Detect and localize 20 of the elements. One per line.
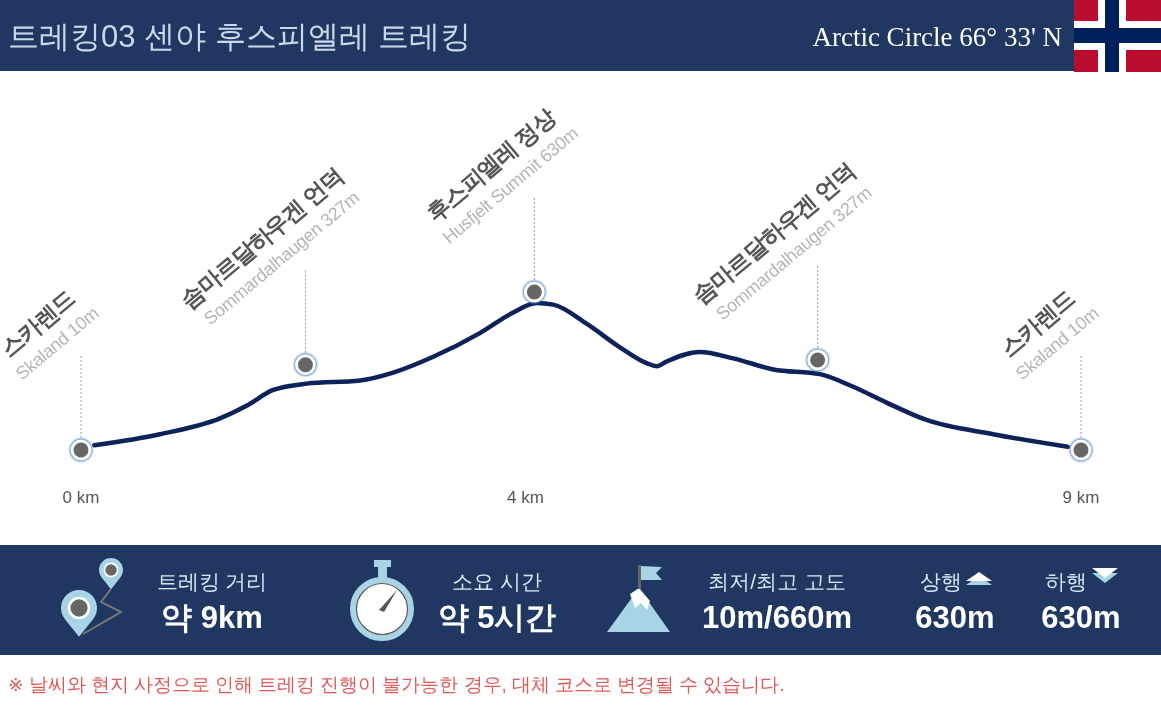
text: 630m xyxy=(915,600,995,635)
point xyxy=(1070,439,1092,461)
x-tick-label: 0 km xyxy=(62,488,100,507)
text: 약 5시간 xyxy=(437,600,557,635)
text: 소요 시간 xyxy=(452,570,542,593)
text: 상행 xyxy=(920,570,962,593)
text: 트레킹 거리 xyxy=(156,570,268,593)
text: ※ 날씨와 현지 사정으로 인해 트레킹 진행이 불가능한 경우, 대체 코스로 변경될 수 있습니다. xyxy=(8,674,785,695)
x-tick-label: 4 km xyxy=(507,488,544,507)
chart-subtitle: Arctic Circle 66° 33' N xyxy=(812,22,1062,52)
text: 하행 xyxy=(1045,570,1087,593)
text: 최저/최고 고도 xyxy=(708,570,846,593)
text: 630m xyxy=(1041,600,1121,635)
text: 10m/660m xyxy=(702,600,852,635)
x-tick-label: 9 km xyxy=(1062,488,1100,507)
text: 약 9km xyxy=(161,600,263,635)
point xyxy=(523,281,545,303)
point xyxy=(807,349,829,371)
chart-title: 트레킹03 센야 후스피엘레 트레킹 xyxy=(8,19,472,54)
point xyxy=(70,439,92,461)
